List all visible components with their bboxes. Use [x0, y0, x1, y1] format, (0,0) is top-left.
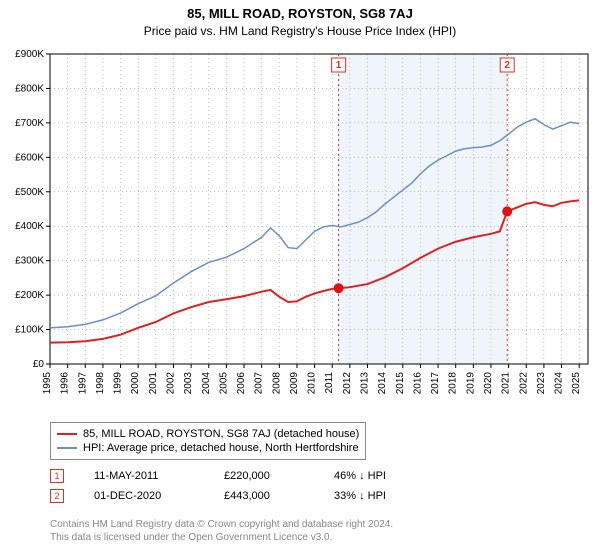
legend-swatch [57, 433, 77, 435]
svg-text:2: 2 [504, 60, 510, 71]
svg-text:2010: 2010 [307, 372, 318, 395]
svg-text:2001: 2001 [148, 372, 159, 395]
sale-delta: 33% ↓ HPI [334, 490, 386, 502]
svg-text:2006: 2006 [236, 372, 247, 395]
svg-text:2002: 2002 [165, 372, 176, 395]
svg-text:2019: 2019 [465, 372, 476, 395]
sale-row: 1 11-MAY-2011 £220,000 46% ↓ HPI [50, 466, 386, 486]
svg-text:2009: 2009 [289, 372, 300, 395]
chart-title: 85, MILL ROAD, ROYSTON, SG8 7AJ [0, 0, 600, 21]
legend-label: HPI: Average price, detached house, Nort… [83, 442, 359, 454]
svg-text:2016: 2016 [412, 372, 423, 395]
svg-text:£600K: £600K [15, 152, 44, 163]
svg-text:£400K: £400K [15, 221, 44, 232]
sale-row: 2 01-DEC-2020 £443,000 33% ↓ HPI [50, 486, 386, 506]
footnote-line2: This data is licensed under the Open Gov… [50, 531, 393, 544]
svg-text:£200K: £200K [15, 290, 44, 301]
chart-area: £0 £100K £200K £300K £400K £500K £600K £700K £80… [0, 46, 600, 421]
svg-text:2015: 2015 [395, 372, 406, 395]
legend-item: 85, MILL ROAD, ROYSTON, SG8 7AJ (detache… [57, 427, 359, 441]
price-chart: £0 £100K £200K £300K £400K £500K £600K £700K £80… [0, 46, 600, 416]
svg-text:2023: 2023 [536, 372, 547, 395]
svg-text:1997: 1997 [77, 372, 88, 395]
svg-text:2000: 2000 [130, 372, 141, 395]
svg-text:1998: 1998 [95, 372, 106, 395]
svg-text:2011: 2011 [324, 372, 335, 394]
svg-text:2005: 2005 [218, 372, 229, 395]
legend-label: 85, MILL ROAD, ROYSTON, SG8 7AJ (detache… [83, 428, 359, 440]
svg-text:1995: 1995 [42, 372, 53, 395]
svg-text:2025: 2025 [571, 372, 582, 395]
svg-text:2017: 2017 [430, 372, 441, 395]
svg-text:2014: 2014 [377, 372, 388, 395]
svg-text:£500K: £500K [15, 187, 44, 198]
svg-text:2022: 2022 [518, 372, 529, 395]
sale-marker: 2 [50, 489, 64, 503]
svg-text:2008: 2008 [271, 372, 282, 395]
legend: 85, MILL ROAD, ROYSTON, SG8 7AJ (detache… [50, 422, 366, 460]
svg-text:£800K: £800K [15, 83, 44, 94]
svg-text:2012: 2012 [342, 372, 353, 395]
svg-text:2003: 2003 [183, 372, 194, 395]
svg-text:1999: 1999 [113, 372, 124, 395]
legend-swatch [57, 447, 77, 449]
svg-text:1: 1 [336, 60, 342, 71]
svg-text:£0: £0 [33, 359, 45, 370]
sales-table: 1 11-MAY-2011 £220,000 46% ↓ HPI 2 01-DEC-202… [50, 466, 386, 506]
footnote: Contains HM Land Registry data © Crown c… [50, 518, 393, 544]
chart-subtitle: Price paid vs. HM Land Registry's House … [0, 21, 600, 38]
sale-date: 01-DEC-2020 [94, 490, 194, 502]
svg-text:£700K: £700K [15, 118, 44, 129]
sale-price: £443,000 [224, 490, 304, 502]
legend-item: HPI: Average price, detached house, Nort… [57, 441, 359, 455]
footnote-line1: Contains HM Land Registry data © Crown c… [50, 518, 393, 531]
svg-text:2021: 2021 [501, 372, 512, 395]
svg-text:£900K: £900K [15, 49, 44, 60]
svg-text:2007: 2007 [254, 372, 265, 395]
svg-text:2013: 2013 [360, 372, 371, 395]
sale-delta: 46% ↓ HPI [334, 470, 386, 482]
svg-text:2018: 2018 [448, 372, 459, 395]
svg-text:£300K: £300K [15, 256, 44, 267]
svg-text:£100K: £100K [15, 325, 44, 336]
svg-text:2020: 2020 [483, 372, 494, 395]
svg-text:2004: 2004 [201, 372, 212, 395]
sale-date: 11-MAY-2011 [94, 470, 194, 482]
sale-marker: 1 [50, 469, 64, 483]
svg-text:2024: 2024 [554, 372, 565, 395]
sale-price: £220,000 [224, 470, 304, 482]
svg-text:1996: 1996 [60, 372, 71, 395]
